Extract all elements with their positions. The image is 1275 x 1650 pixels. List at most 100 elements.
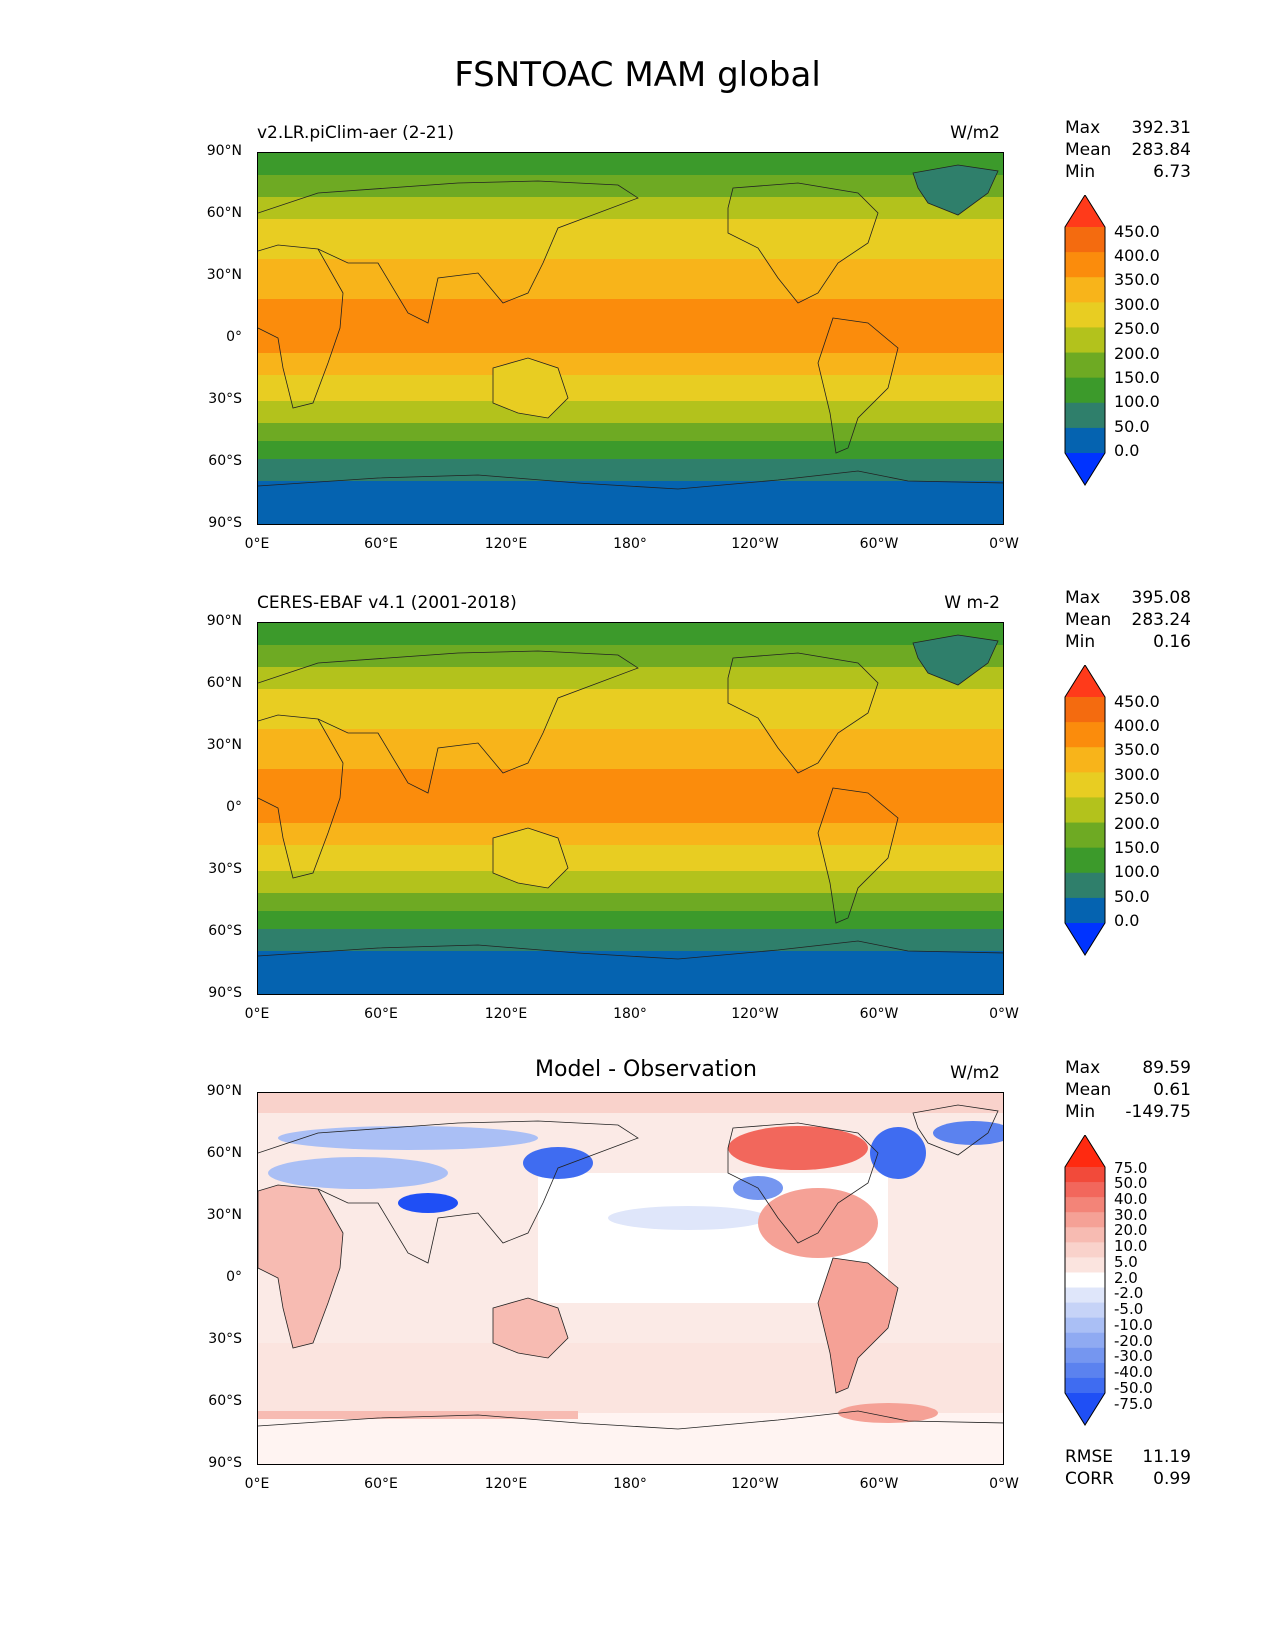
lat-band xyxy=(258,689,1003,729)
lat-tick-label: 0° xyxy=(226,1269,242,1285)
colorbar-segment xyxy=(1065,402,1105,429)
colorbar-segment xyxy=(1065,1272,1105,1289)
colorbar-tick-label: 300.0 xyxy=(1114,765,1160,784)
colorbar xyxy=(1063,665,1108,960)
lat-tick-label: 90°S xyxy=(208,985,242,1001)
stat-label: Mean xyxy=(1065,1080,1112,1100)
colorbar-extend-min xyxy=(1065,923,1105,955)
panel-left-title: CERES-EBAF v4.1 (2001-2018) xyxy=(257,593,517,613)
lon-tick-label: 120°W xyxy=(731,1476,779,1492)
colorbar-segment xyxy=(1065,227,1105,253)
diff-negative-region xyxy=(870,1127,926,1179)
lon-tick-label: 60°W xyxy=(859,1476,899,1492)
stat-max: 392.31 xyxy=(1131,118,1191,138)
colorbar-tick-label: 0.0 xyxy=(1114,441,1140,460)
diff-negative-region xyxy=(268,1157,448,1189)
stat-label: Max xyxy=(1065,588,1101,608)
lat-band xyxy=(258,353,1003,375)
lon-tick-label: 120°W xyxy=(731,536,779,552)
colorbar-tick-label: 0.0 xyxy=(1114,911,1140,930)
south-america-outline xyxy=(817,787,899,924)
colorbar-segment xyxy=(1065,377,1105,404)
lat-band xyxy=(258,823,1003,845)
lat-tick-label: 30°S xyxy=(208,861,242,877)
colorbar-segment xyxy=(1065,352,1105,379)
colorbar-segment xyxy=(1065,1257,1105,1273)
lat-tick-label: 0° xyxy=(226,329,242,345)
stat-label: Min xyxy=(1065,632,1096,652)
stat-max: 395.08 xyxy=(1131,588,1191,608)
diff-positive-region xyxy=(728,1126,868,1170)
lon-tick-label: 0°E xyxy=(244,1006,270,1022)
colorbar xyxy=(1063,1135,1108,1430)
lon-tick-label: 180° xyxy=(613,536,647,552)
lat-band xyxy=(258,219,1003,259)
colorbar-segment xyxy=(1065,327,1105,354)
stats-box: Max 395.08 Mean 283.24 Min 0.16 xyxy=(1065,587,1191,653)
lat-tick-label: 90°N xyxy=(206,613,242,629)
greenland xyxy=(912,1104,999,1156)
north-america-outline xyxy=(727,1122,879,1244)
colorbar-extend-min xyxy=(1065,453,1105,485)
lat-band xyxy=(258,153,1003,175)
colorbar-tick-label: 300.0 xyxy=(1114,295,1160,314)
colorbar-segment xyxy=(1065,872,1105,899)
panel-units: W/m2 xyxy=(950,123,1000,143)
colorbar-tick-label: 50.0 xyxy=(1114,887,1150,906)
map-plot xyxy=(257,1092,1004,1465)
panel-center-title: Model - Observation xyxy=(535,1057,757,1082)
lon-tick-label: 0°E xyxy=(244,1476,270,1492)
lat-band xyxy=(258,623,1003,645)
colorbar-tick-label: 200.0 xyxy=(1114,814,1160,833)
north-america-outline xyxy=(727,652,879,774)
colorbar-segment xyxy=(1065,747,1105,773)
colorbar-segment xyxy=(1065,252,1105,278)
colorbar-tick-label: 100.0 xyxy=(1114,862,1160,881)
africa-outline xyxy=(258,1184,344,1349)
metric-rmse: 11.19 xyxy=(1142,1447,1191,1467)
lat-tick-label: 90°S xyxy=(208,1455,242,1471)
colorbar-extend-max xyxy=(1065,1135,1105,1167)
lat-band xyxy=(258,423,1003,441)
colorbar-segment xyxy=(1065,1377,1105,1394)
lat-tick-label: 60°S xyxy=(208,1393,242,1409)
lon-tick-label: 180° xyxy=(613,1006,647,1022)
lon-tick-label: 60°E xyxy=(364,1476,398,1492)
metric-label: CORR xyxy=(1065,1469,1114,1489)
colorbar-segment xyxy=(1065,1227,1105,1243)
lon-tick-label: 60°W xyxy=(859,1006,899,1022)
colorbar-segment xyxy=(1065,1362,1105,1379)
diff-positive-region xyxy=(838,1403,938,1423)
panel-difference: Model - Observation W/m2 xyxy=(0,940,1275,1492)
diff-negative-region xyxy=(523,1147,593,1179)
metrics-box: RMSE 11.19 CORR 0.99 xyxy=(1065,1446,1191,1490)
colorbar-segment xyxy=(1065,1167,1105,1183)
colorbar-tick-label: 100.0 xyxy=(1114,392,1160,411)
colorbar-segment xyxy=(1065,1287,1105,1304)
diff-negative-region xyxy=(608,1206,768,1230)
lat-tick-label: 60°S xyxy=(208,453,242,469)
colorbar-tick-label: -40.0 xyxy=(1114,1363,1153,1381)
lat-band xyxy=(258,871,1003,893)
africa-outline xyxy=(258,244,344,409)
lat-tick-label: 30°S xyxy=(208,1331,242,1347)
colorbar-outline xyxy=(1064,665,1106,956)
lat-tick-label: 90°N xyxy=(206,1083,242,1099)
australia-outline xyxy=(492,1297,569,1359)
lat-tick-label: 90°S xyxy=(208,515,242,531)
lon-tick-label: 0°W xyxy=(989,536,1019,552)
colorbar-tick-label: 10.0 xyxy=(1114,1237,1148,1255)
stats-box: Max 392.31 Mean 283.84 Min 6.73 xyxy=(1065,117,1191,183)
diff-positive-region xyxy=(258,1411,578,1419)
lat-tick-label: 30°N xyxy=(206,737,242,753)
panel-model: v2.LR.piClim-aer (2-21) W/m2 xyxy=(0,0,1275,552)
colorbar-tick-label: 40.0 xyxy=(1114,1190,1148,1208)
colorbar-tick-label: 450.0 xyxy=(1114,692,1160,711)
colorbar-segment xyxy=(1065,822,1105,849)
colorbar-extend-max xyxy=(1065,195,1105,227)
colorbar-tick-label: 400.0 xyxy=(1114,246,1160,265)
stat-max: 89.59 xyxy=(1142,1058,1191,1078)
lon-tick-label: 120°E xyxy=(484,1006,528,1022)
lat-band xyxy=(258,893,1003,911)
colorbar-tick-label: 450.0 xyxy=(1114,222,1160,241)
